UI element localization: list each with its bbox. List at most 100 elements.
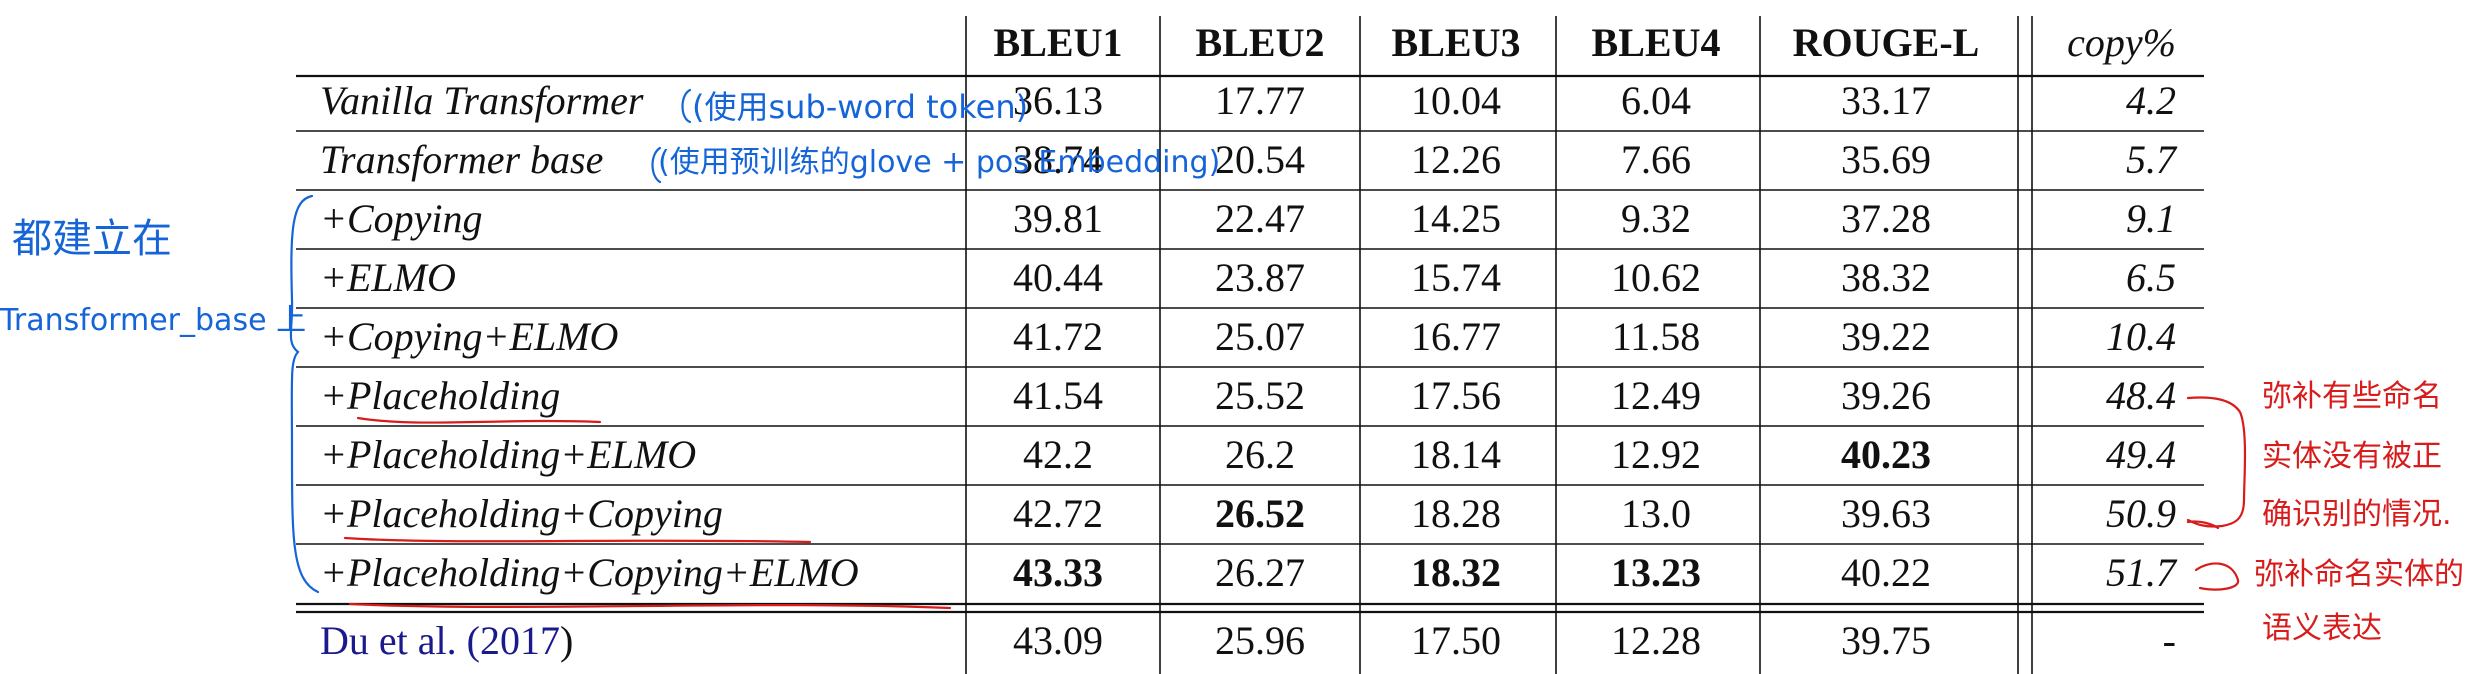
red-underline-full [348, 602, 952, 610]
table-body: Vanilla Transformer 36.13 17.77 10.04 6.04 33… [320, 78, 2178, 595]
metric-cell-bleu1: 42.72 [1013, 491, 1103, 536]
metric-cell-rouge-l: 37.28 [1841, 196, 1931, 241]
model-name: Vanilla Transformer [320, 78, 644, 123]
metric-cell-copy-: 10.4 [2106, 314, 2176, 359]
metric-cell-bleu2: 22.47 [1215, 196, 1305, 241]
red-note-1-line-1: 弥补有些命名 [2262, 379, 2442, 414]
red-note-2-line-2: 语义表达 [2262, 611, 2382, 646]
model-name: Transformer base [320, 137, 603, 182]
metric-cell-rouge-l: 39.63 [1841, 491, 1931, 536]
table-rules [296, 16, 2204, 674]
model-name: +Placeholding+ELMO [320, 432, 696, 477]
header-bleu3: BLEU3 [1392, 20, 1521, 65]
blue-note-transformer-base: Transformer_base 上 [0, 303, 306, 338]
baseline-citation-suffix: ) [560, 618, 573, 663]
baseline-model-name: Du et al. (2017) [320, 618, 573, 663]
header-rouge-l: ROUGE-L [1793, 20, 1980, 65]
metric-cell-bleu4: 9.32 [1621, 196, 1691, 241]
table-row: +ELMO 40.44 23.87 15.74 10.62 38.32 6.5 [320, 255, 2176, 300]
metric-cell-bleu2: 26.27 [1215, 550, 1305, 595]
blue-note-built-on: 都建立在 [12, 216, 172, 262]
metric-cell-bleu1: 41.54 [1013, 373, 1103, 418]
metric-cell-bleu1: 39.81 [1013, 196, 1103, 241]
metric-cell-bleu4: 12.49 [1611, 373, 1701, 418]
table-row: +Placeholding+Copying+ELMO 43.33 26.27 18.3… [320, 550, 2178, 595]
baseline-citation-year: 2017 [480, 618, 560, 663]
metric-cell-rouge-l: 33.17 [1841, 78, 1931, 123]
blue-note-glove: (使用预训练的glove + pos Embedding) [658, 145, 1220, 180]
metric-cell-bleu2: 25.07 [1215, 314, 1305, 359]
model-name: +Copying [320, 196, 483, 241]
metric-cell-rouge-l: 39.22 [1841, 314, 1931, 359]
metric-cell-copy-: 5.7 [2126, 137, 2178, 182]
baseline-cell-rouge-l: 39.75 [1841, 618, 1931, 663]
table-header: BLEU1 BLEU2 BLEU3 BLEU4 ROUGE-L copy% [994, 20, 2176, 65]
metric-cell-bleu3: 10.04 [1411, 78, 1501, 123]
model-name: +Placeholding+Copying+ELMO [320, 550, 859, 595]
metric-cell-bleu3: 14.25 [1411, 196, 1501, 241]
red-bracket-lower [2194, 562, 2240, 591]
metric-cell-copy-: 4.2 [2126, 78, 2176, 123]
baseline-cell-bleu3: 17.50 [1411, 618, 1501, 663]
red-bracket-upper [2186, 396, 2247, 528]
model-name: +Placeholding+Copying [320, 491, 723, 536]
baseline-row: Du et al. (2017) 43.09 25.96 17.50 12.28 39.… [320, 618, 2176, 663]
header-bleu2: BLEU2 [1196, 20, 1325, 65]
header-copy-percent: copy% [2067, 20, 2176, 65]
metric-cell-bleu4: 6.04 [1621, 78, 1691, 123]
metric-cell-rouge-l: 39.26 [1841, 373, 1931, 418]
metric-cell-copy-: 50.9 [2106, 491, 2176, 536]
metric-cell-bleu4: 13.0 [1621, 491, 1691, 536]
metric-cell-bleu2: 26.52 [1215, 491, 1305, 536]
blue-note-subword: (使用sub-word token) [692, 88, 1028, 126]
model-name: +Placeholding [320, 373, 560, 418]
metric-cell-bleu1: 36.13 [1013, 78, 1103, 123]
metric-cell-bleu3: 15.74 [1411, 255, 1501, 300]
metric-cell-copy-: 6.5 [2126, 255, 2176, 300]
red-underline-placeholding-copying [343, 536, 812, 544]
table-row: Vanilla Transformer 36.13 17.77 10.04 6.04 33… [320, 78, 2176, 123]
metric-cell-copy-: 48.4 [2106, 373, 2176, 418]
blue-left-brace [289, 194, 320, 594]
metric-cell-bleu3: 17.56 [1411, 373, 1501, 418]
red-note-1-line-3: 确识别的情况. [2262, 497, 2452, 532]
baseline-cell-bleu2: 25.96 [1215, 618, 1305, 663]
metric-cell-bleu1: 42.2 [1023, 432, 1093, 477]
metric-cell-rouge-l: 40.23 [1841, 432, 1931, 477]
metric-cell-bleu4: 12.92 [1611, 432, 1701, 477]
table-row: +Placeholding+ELMO 42.2 26.2 18.14 12.92 40.2… [320, 432, 2176, 477]
metric-cell-bleu4: 7.66 [1621, 137, 1691, 182]
table-row: +Copying 39.81 22.47 14.25 9.32 37.28 9.1 [320, 196, 2176, 241]
blue-handwritten-annotations: (使用sub-word token) (使用预训练的glove + pos Em… [0, 88, 1220, 594]
table-row: Transformer base 38.74 20.54 12.26 7.66 35.69… [320, 137, 2178, 182]
model-name: +ELMO [320, 255, 456, 300]
metric-cell-copy-: 51.7 [2106, 550, 2178, 595]
red-note-2-line-1: 弥补命名实体的 [2254, 557, 2464, 592]
metric-cell-bleu2: 17.77 [1215, 78, 1305, 123]
header-bleu4: BLEU4 [1592, 20, 1721, 65]
blue-paren-left-1 [681, 88, 692, 124]
metric-cell-bleu4: 13.23 [1611, 550, 1701, 595]
metric-cell-bleu4: 10.62 [1611, 255, 1701, 300]
metric-cell-rouge-l: 40.22 [1841, 550, 1931, 595]
header-bleu1: BLEU1 [994, 20, 1123, 65]
metric-cell-rouge-l: 35.69 [1841, 137, 1931, 182]
metric-cell-bleu1: 41.72 [1013, 314, 1103, 359]
metric-cell-bleu3: 12.26 [1411, 137, 1501, 182]
metric-cell-bleu2: 26.2 [1225, 432, 1295, 477]
metric-cell-bleu1: 43.33 [1013, 550, 1103, 595]
metric-cell-bleu4: 11.58 [1612, 314, 1701, 359]
model-name: +Copying+ELMO [320, 314, 618, 359]
metric-cell-copy-: 9.1 [2126, 196, 2176, 241]
metric-cell-copy-: 49.4 [2106, 432, 2176, 477]
metric-cell-bleu1: 40.44 [1013, 255, 1103, 300]
baseline-cell-copy-: - [2163, 618, 2176, 663]
red-underline-placeholding [356, 416, 602, 424]
table-row: +Placeholding+Copying 42.72 26.52 18.28 13.0… [320, 491, 2176, 536]
table-row: +Placeholding 41.54 25.52 17.56 12.49 39.26 48… [320, 373, 2176, 418]
red-arrow-upper [2186, 520, 2220, 530]
metric-cell-bleu2: 23.87 [1215, 255, 1305, 300]
metric-cell-bleu3: 18.14 [1411, 432, 1501, 477]
metric-cell-bleu1: 38.74 [1013, 137, 1103, 182]
